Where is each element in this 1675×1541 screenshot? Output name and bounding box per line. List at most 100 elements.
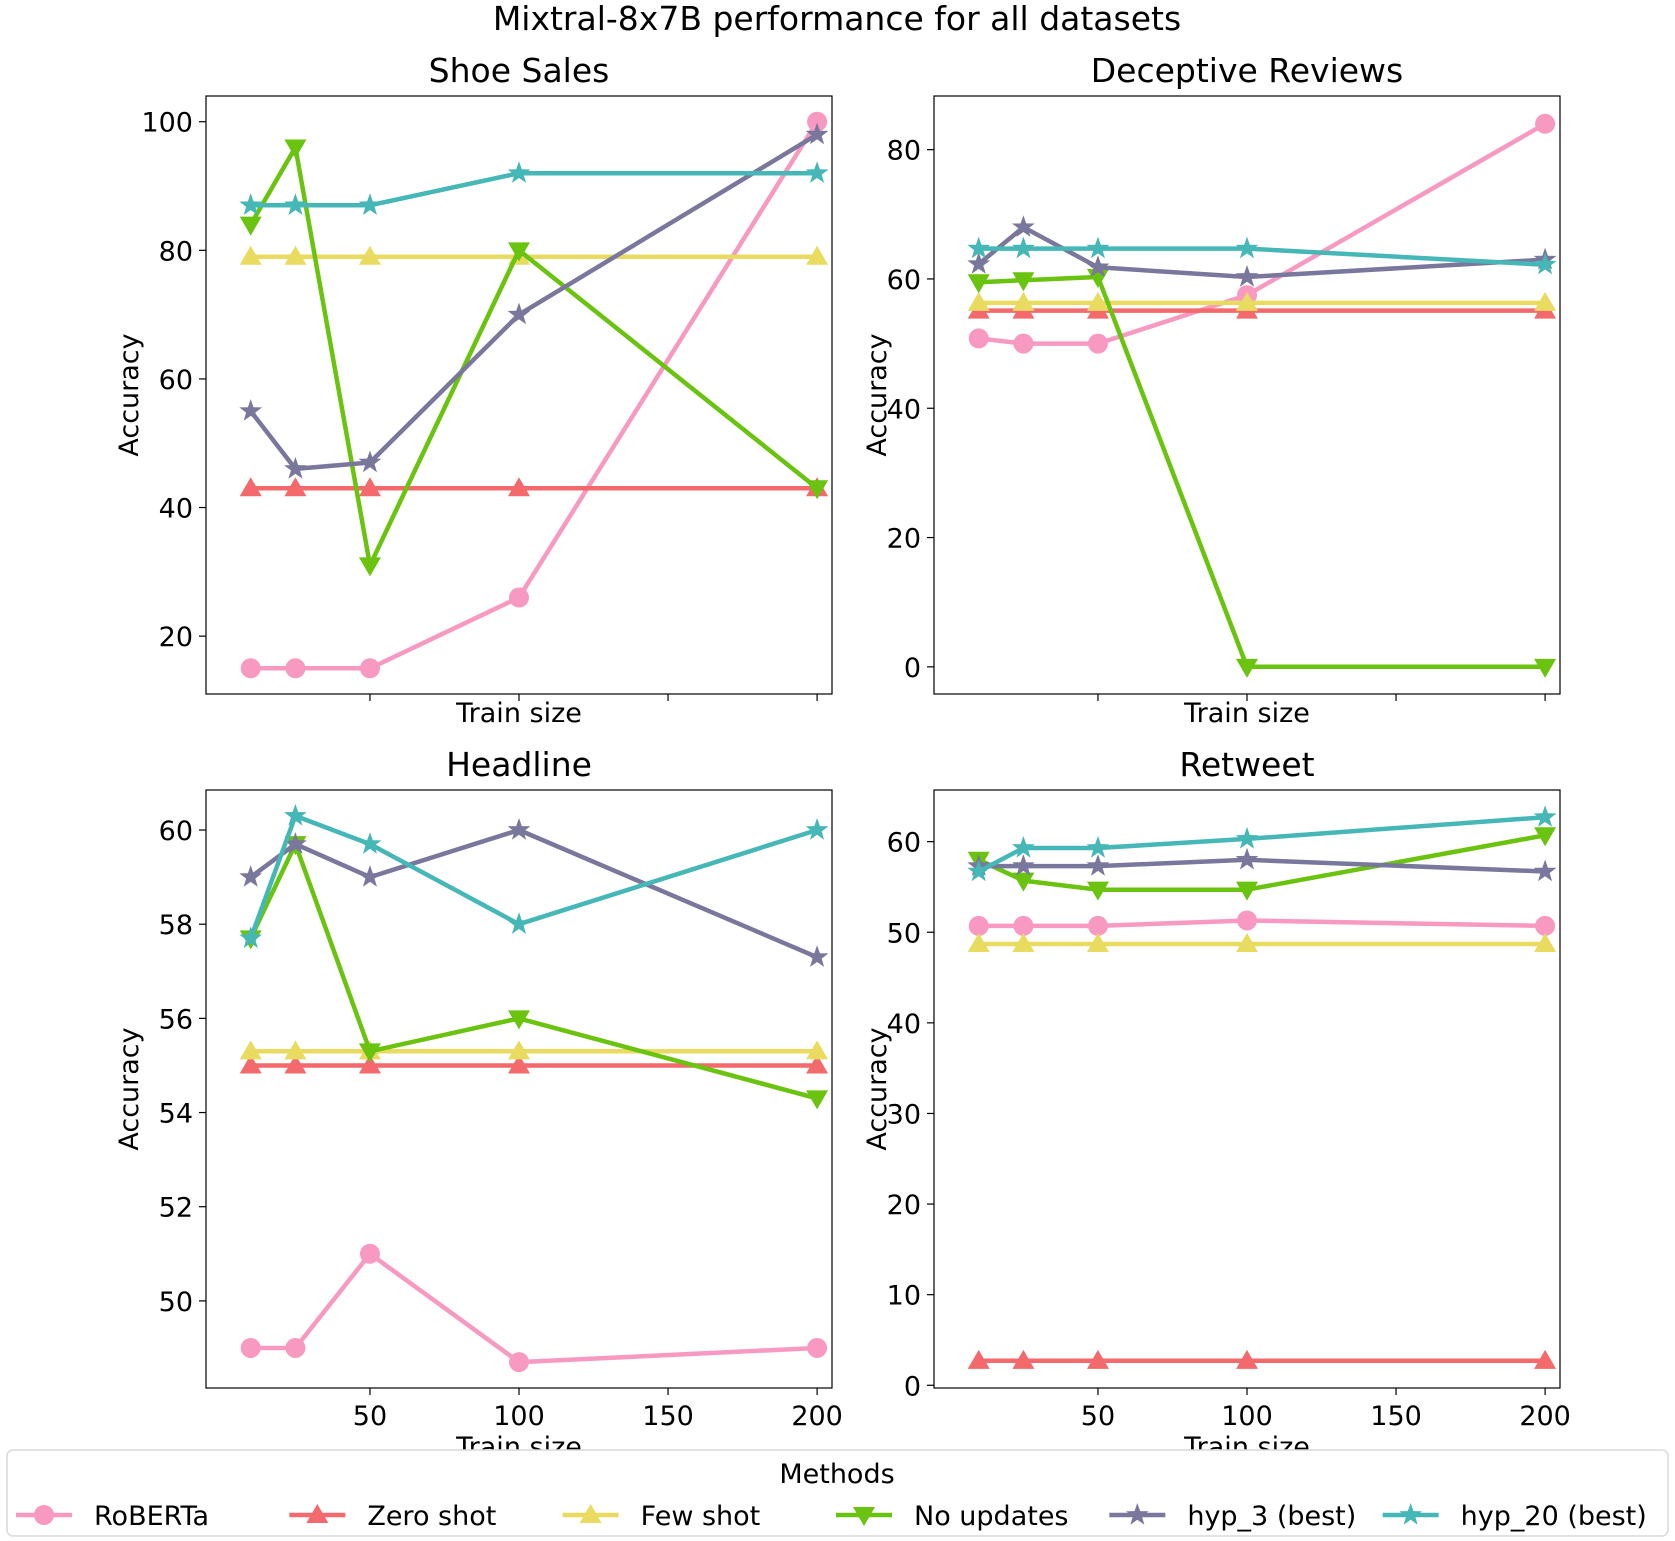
data-point-hyp-20-best bbox=[1012, 836, 1035, 858]
x-tick-label: 50 bbox=[1081, 1401, 1115, 1432]
series-line-no-updates bbox=[978, 274, 1546, 670]
y-tick-label: 0 bbox=[904, 1371, 921, 1402]
data-point-roberta bbox=[1013, 915, 1034, 936]
data-point-zero-shot bbox=[284, 477, 307, 497]
data-point-no-updates bbox=[239, 216, 262, 236]
data-point-roberta bbox=[240, 658, 261, 679]
x-axis-label: Train size bbox=[455, 698, 582, 729]
series-hyp-20-best bbox=[239, 161, 829, 215]
series-line-roberta bbox=[978, 918, 1546, 929]
series-line-hyp-3-best bbox=[249, 827, 818, 960]
series-hyp-20-best bbox=[967, 805, 1557, 882]
subplot-title: Headline bbox=[446, 745, 592, 784]
legend: Methods RoBERTa Zero shot Few shot No update… bbox=[6, 1449, 1669, 1537]
data-point-no-updates bbox=[1236, 658, 1258, 678]
data-point-no-updates bbox=[806, 480, 829, 500]
x-tick-label: 200 bbox=[1519, 1401, 1571, 1432]
data-point-roberta bbox=[359, 1243, 380, 1264]
legend-title: Methods bbox=[779, 1459, 894, 1490]
data-point-hyp-3-best bbox=[1235, 847, 1259, 870]
y-tick-label: 60 bbox=[887, 828, 921, 859]
data-point-zero-shot bbox=[508, 1054, 530, 1074]
data-point-few-shot bbox=[239, 245, 262, 265]
legend-label: RoBERTa bbox=[94, 1501, 209, 1532]
data-point-few-shot bbox=[284, 1040, 307, 1060]
data-point-zero-shot bbox=[967, 1349, 990, 1369]
data-point-hyp-20-best bbox=[239, 926, 263, 948]
series-hyp-20-best bbox=[239, 803, 829, 948]
data-point-roberta bbox=[285, 1337, 306, 1358]
data-point-no-updates bbox=[508, 1010, 530, 1030]
legend-marker bbox=[853, 1507, 875, 1526]
data-point-roberta bbox=[1535, 113, 1556, 134]
series-line-hyp-3-best bbox=[978, 857, 1546, 874]
y-tick-label: 40 bbox=[887, 394, 921, 425]
data-point-hyp-20-best bbox=[805, 818, 829, 840]
series-no-updates bbox=[967, 827, 1557, 901]
data-point-hyp-3-best bbox=[1012, 854, 1035, 876]
data-point-roberta bbox=[807, 111, 828, 132]
y-axis-label: Accuracy bbox=[862, 1027, 893, 1150]
data-point-zero-shot bbox=[358, 1054, 381, 1074]
data-point-hyp-20-best bbox=[507, 912, 531, 934]
series-line-hyp-20-best bbox=[977, 814, 1546, 874]
x-tick-label: 150 bbox=[1370, 1401, 1422, 1432]
y-axis-label: Accuracy bbox=[114, 1027, 145, 1150]
legend-label: hyp_20 (best) bbox=[1461, 1501, 1647, 1532]
data-point-no-updates bbox=[284, 139, 307, 159]
axes-frame bbox=[205, 789, 833, 1389]
data-point-hyp-3-best bbox=[1086, 854, 1110, 876]
y-tick-label: 60 bbox=[159, 816, 193, 847]
series-line-no-updates bbox=[248, 145, 819, 568]
data-point-hyp-20-best bbox=[239, 193, 263, 215]
data-point-hyp-20-best bbox=[967, 859, 991, 882]
y-tick-label: 10 bbox=[887, 1281, 921, 1312]
data-point-hyp-3-best bbox=[805, 945, 829, 967]
series-no-updates bbox=[239, 139, 829, 577]
legend-item-few-shot: Few shot bbox=[562, 1501, 760, 1532]
data-point-few-shot bbox=[508, 1040, 530, 1060]
data-point-zero-shot bbox=[1012, 1349, 1035, 1369]
data-point-few-shot bbox=[1086, 933, 1109, 953]
data-point-hyp-3-best bbox=[1086, 255, 1110, 277]
data-point-hyp-3-best bbox=[967, 252, 991, 274]
series-hyp-3-best bbox=[239, 122, 829, 479]
subplot-title: Retweet bbox=[1179, 745, 1314, 784]
axes-frame bbox=[933, 95, 1561, 695]
series-roberta bbox=[968, 910, 1556, 936]
data-point-few-shot bbox=[358, 245, 381, 265]
data-point-no-updates bbox=[806, 1090, 829, 1110]
data-point-zero-shot bbox=[1086, 1349, 1109, 1369]
legend-label: hyp_3 (best) bbox=[1187, 1501, 1356, 1532]
series-hyp-3-best bbox=[967, 847, 1557, 882]
y-tick-label: 56 bbox=[159, 1004, 193, 1035]
figure-title: Mixtral-8x7B performance for all dataset… bbox=[493, 0, 1181, 38]
data-point-hyp-20-best bbox=[358, 193, 382, 215]
subplot-title: Shoe Sales bbox=[429, 51, 610, 90]
data-point-roberta bbox=[359, 658, 380, 679]
data-point-few-shot bbox=[806, 245, 829, 265]
data-point-few-shot bbox=[1534, 291, 1557, 311]
data-point-few-shot bbox=[284, 245, 307, 265]
data-point-few-shot bbox=[1012, 291, 1035, 311]
data-point-no-updates bbox=[1086, 881, 1109, 901]
data-point-roberta bbox=[285, 658, 306, 679]
x-axis-label: Train size bbox=[1183, 698, 1310, 729]
data-point-no-updates bbox=[508, 242, 530, 262]
legend-label: Zero shot bbox=[367, 1501, 496, 1532]
legend-item-roberta: RoBERTa bbox=[16, 1501, 209, 1532]
data-point-hyp-20-best bbox=[358, 832, 382, 854]
y-tick-label: 20 bbox=[159, 622, 193, 653]
data-point-hyp-3-best bbox=[239, 865, 263, 887]
x-tick-label: 50 bbox=[353, 1401, 387, 1432]
data-point-zero-shot bbox=[1236, 1349, 1258, 1369]
data-point-no-updates bbox=[1236, 881, 1258, 901]
y-tick-label: 52 bbox=[159, 1193, 193, 1224]
axes-frame bbox=[205, 95, 833, 695]
series-hyp-20-best bbox=[967, 236, 1557, 275]
data-point-hyp-3-best bbox=[358, 865, 382, 887]
data-point-roberta bbox=[1237, 910, 1257, 931]
